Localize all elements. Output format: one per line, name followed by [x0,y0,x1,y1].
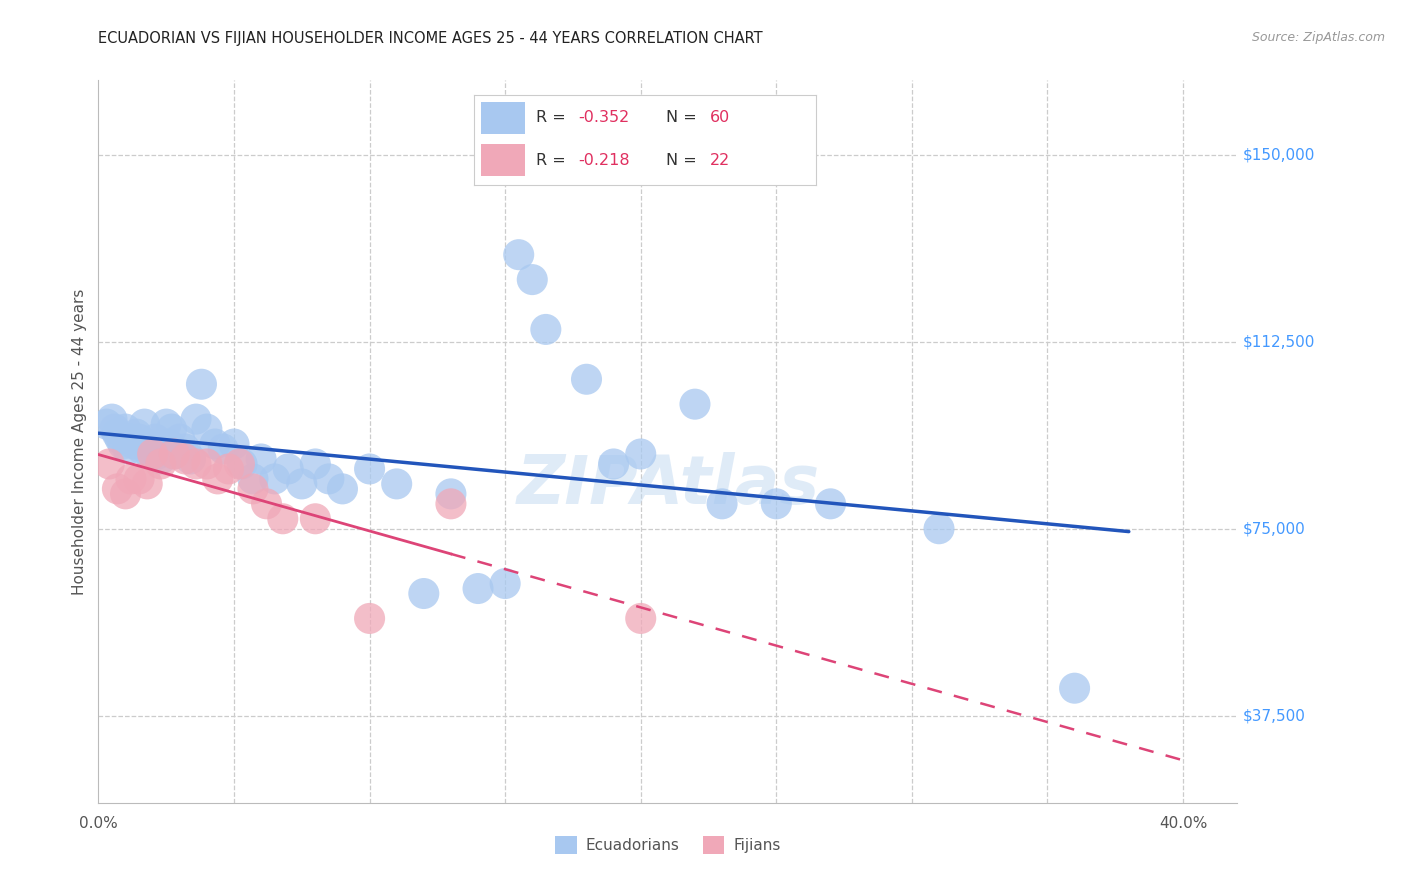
Point [256,497,278,511]
Point [104,422,127,436]
Point [711,497,734,511]
Point [291,476,314,491]
Point [820,497,842,511]
Point [271,512,294,526]
Point [117,442,139,456]
Point [163,447,186,461]
Point [231,457,253,471]
Point [134,417,156,431]
Point [146,447,169,461]
Point [190,377,212,392]
Point [96,417,118,431]
Point [120,472,142,486]
Point [222,437,245,451]
Point [359,462,381,476]
Point [242,482,264,496]
Point [131,442,153,456]
Point [101,412,124,426]
Point [467,582,489,596]
Point [149,457,172,471]
Point [1063,681,1085,696]
Point [385,476,408,491]
Point [180,452,202,467]
Point [149,452,172,467]
Point [630,447,652,461]
Point [163,447,186,461]
Text: ECUADORIAN VS FIJIAN HOUSEHOLDER INCOME AGES 25 - 44 YEARS CORRELATION CHART: ECUADORIAN VS FIJIAN HOUSEHOLDER INCOME … [98,31,763,46]
Point [630,611,652,625]
Point [142,447,165,461]
Point [107,427,129,442]
Point [204,437,226,451]
Point [184,457,207,471]
Point [122,437,145,451]
Point [508,248,530,262]
Point [155,417,177,431]
Point [125,427,148,442]
Point [494,576,516,591]
Point [184,412,207,426]
Point [412,586,434,600]
Point [575,372,598,386]
Point [534,322,557,336]
Text: $150,000: $150,000 [1243,147,1315,162]
Point [242,472,264,486]
Point [765,497,787,511]
Point [174,452,197,467]
Text: $75,000: $75,000 [1243,521,1305,536]
Text: $37,500: $37,500 [1243,708,1306,723]
Point [207,472,229,486]
Point [169,432,191,446]
Text: Source: ZipAtlas.com: Source: ZipAtlas.com [1251,31,1385,45]
Point [111,437,134,451]
Point [228,457,250,471]
Point [136,437,159,451]
Point [98,457,121,471]
Point [440,487,463,501]
Point [440,497,463,511]
Point [107,482,129,496]
Point [108,432,131,446]
Point [318,472,340,486]
Point [195,457,218,471]
Point [128,432,150,446]
Point [304,457,326,471]
Point [212,442,235,456]
Point [160,422,183,436]
Text: $112,500: $112,500 [1243,334,1315,350]
Legend: Ecuadorians, Fijians: Ecuadorians, Fijians [550,830,786,860]
Point [114,487,136,501]
Point [332,482,354,496]
Text: ZIPAtlas: ZIPAtlas [516,452,820,518]
Point [195,422,218,436]
Point [139,447,162,461]
Point [683,397,706,411]
Point [522,272,544,286]
Point [114,422,136,436]
Point [250,452,273,467]
Point [120,432,142,446]
Point [277,462,299,476]
Point [602,457,624,471]
Point [145,432,167,446]
Point [142,442,165,456]
Point [359,611,381,625]
Point [304,512,326,526]
Point [218,462,240,476]
Point [263,472,285,486]
Point [928,522,950,536]
Point [157,437,180,451]
Point [136,476,159,491]
Point [174,442,197,456]
Y-axis label: Householder Income Ages 25 - 44 years: Householder Income Ages 25 - 44 years [72,288,87,595]
Point [128,472,150,486]
